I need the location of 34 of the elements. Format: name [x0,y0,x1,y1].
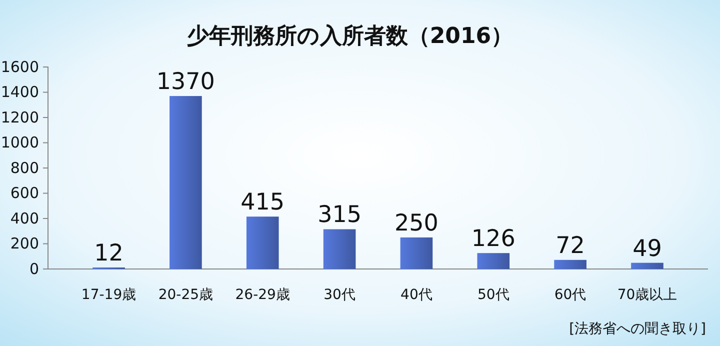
data-label: 126 [471,226,516,252]
x-tick-label: 40代 [400,286,432,303]
data-label: 315 [318,202,362,228]
bar [246,216,279,269]
data-label: 12 [94,240,124,266]
data-label: 250 [394,210,438,236]
y-tick-label: 1600 [0,58,39,76]
bar [631,262,664,269]
bar [554,260,586,269]
bar [170,96,202,269]
x-tick-label: 20-25歳 [158,286,214,303]
x-tick-label: 30代 [324,286,356,303]
bar [323,229,356,269]
y-tick-label: 200 [10,234,39,253]
data-label: 1370 [156,69,215,96]
data-label: 415 [240,190,285,216]
y-tick-label: 1400 [0,83,39,102]
bar [477,253,510,269]
y-tick-label: 1200 [0,108,39,126]
chart-title: 少年刑務所の入所者数（2016） [186,24,514,49]
x-tick-label: 70歳以上 [617,286,678,303]
y-tick-label: 0 [29,260,39,278]
data-label: 72 [556,232,585,259]
data-label: 49 [632,236,662,262]
y-tick-label: 400 [10,209,39,228]
x-tick-label: 17-19歳 [81,286,136,303]
y-tick-label: 600 [10,184,39,202]
x-tick-label: 60代 [554,286,586,303]
bar [400,237,433,269]
text: [法務省への聞き取り] [569,321,706,337]
x-tick-label: 26-29歳 [235,286,290,303]
y-tick-label: 800 [10,158,39,177]
y-tick-label: 1000 [0,134,39,152]
x-tick-label: 50代 [477,286,510,303]
